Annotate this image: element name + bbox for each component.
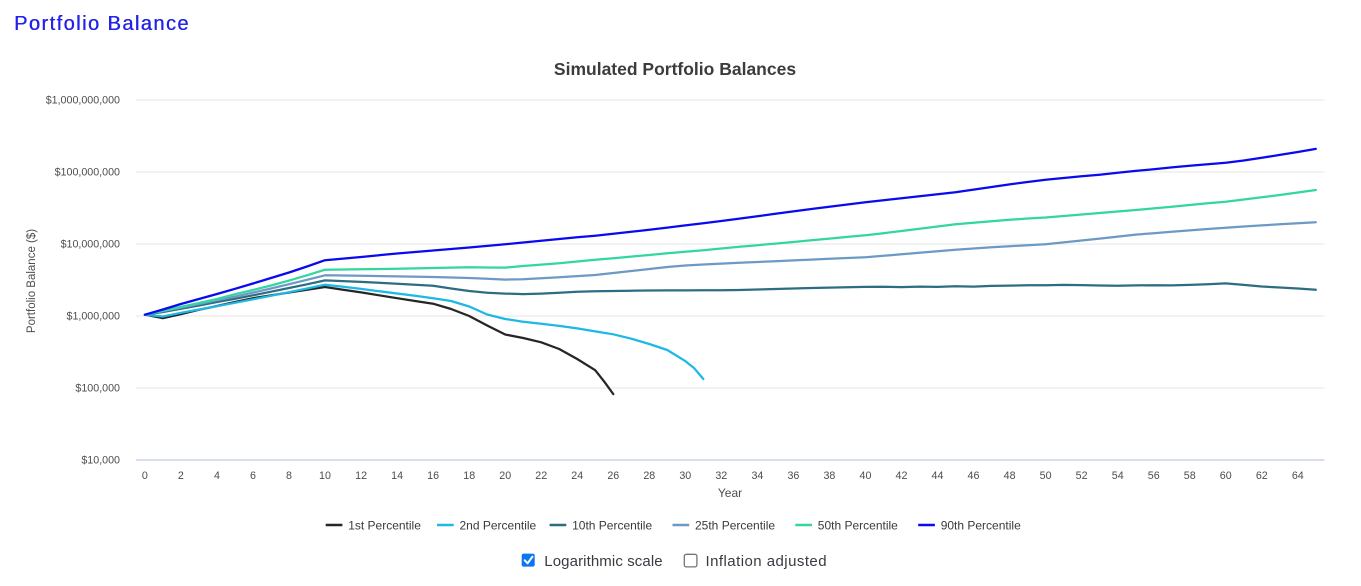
svg-text:0: 0 — [142, 470, 148, 482]
svg-text:44: 44 — [932, 470, 944, 482]
svg-text:46: 46 — [968, 470, 980, 482]
svg-text:56: 56 — [1148, 470, 1160, 482]
svg-text:52: 52 — [1076, 470, 1088, 482]
svg-text:16: 16 — [427, 470, 439, 482]
svg-text:24: 24 — [571, 470, 583, 482]
svg-text:Inflation adjusted: Inflation adjusted — [706, 553, 828, 570]
svg-text:18: 18 — [463, 470, 475, 482]
svg-text:10th Percentile: 10th Percentile — [572, 519, 652, 533]
svg-text:38: 38 — [823, 470, 835, 482]
svg-text:Portfolio Balance ($): Portfolio Balance ($) — [26, 229, 38, 333]
svg-text:4: 4 — [214, 470, 220, 482]
svg-text:28: 28 — [643, 470, 655, 482]
svg-text:54: 54 — [1112, 470, 1124, 482]
svg-text:1st Percentile: 1st Percentile — [348, 519, 421, 533]
svg-text:$1,000,000,000: $1,000,000,000 — [46, 95, 120, 107]
svg-text:$10,000: $10,000 — [81, 455, 120, 467]
svg-text:48: 48 — [1004, 470, 1016, 482]
svg-text:62: 62 — [1256, 470, 1268, 482]
svg-text:30: 30 — [679, 470, 691, 482]
svg-text:50th Percentile: 50th Percentile — [818, 519, 898, 533]
svg-text:25th Percentile: 25th Percentile — [695, 519, 775, 533]
svg-text:90th Percentile: 90th Percentile — [941, 519, 1021, 533]
svg-text:$100,000,000: $100,000,000 — [55, 167, 120, 179]
svg-text:2: 2 — [178, 470, 184, 482]
svg-text:$1,000,000: $1,000,000 — [67, 311, 121, 323]
svg-text:36: 36 — [787, 470, 799, 482]
svg-text:58: 58 — [1184, 470, 1196, 482]
svg-text:$10,000,000: $10,000,000 — [61, 239, 120, 251]
svg-text:50: 50 — [1040, 470, 1052, 482]
svg-text:8: 8 — [286, 470, 292, 482]
svg-text:34: 34 — [751, 470, 763, 482]
svg-text:26: 26 — [607, 470, 619, 482]
svg-text:42: 42 — [896, 470, 908, 482]
svg-text:$100,000: $100,000 — [75, 383, 120, 395]
svg-text:Logarithmic scale: Logarithmic scale — [544, 553, 662, 570]
svg-text:32: 32 — [715, 470, 727, 482]
svg-text:Year: Year — [718, 486, 742, 500]
svg-text:64: 64 — [1292, 470, 1304, 482]
svg-text:2nd Percentile: 2nd Percentile — [460, 519, 537, 533]
svg-text:60: 60 — [1220, 470, 1232, 482]
svg-text:10: 10 — [319, 470, 331, 482]
svg-text:14: 14 — [391, 470, 403, 482]
svg-text:6: 6 — [250, 470, 256, 482]
svg-text:20: 20 — [499, 470, 511, 482]
svg-text:12: 12 — [355, 470, 367, 482]
svg-text:40: 40 — [860, 470, 872, 482]
svg-text:Simulated Portfolio Balances: Simulated Portfolio Balances — [554, 59, 796, 79]
svg-text:22: 22 — [535, 470, 547, 482]
